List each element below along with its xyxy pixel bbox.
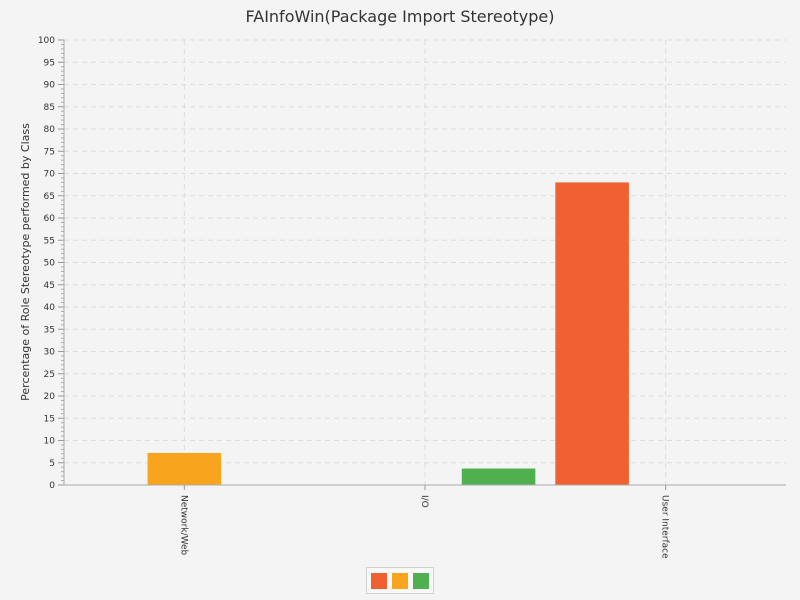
- y-tick-label: 45: [44, 281, 55, 291]
- y-tick-label: 75: [44, 147, 55, 157]
- y-tick-label: 20: [44, 392, 56, 402]
- chart-title: FAInfoWin(Package Import Stereotype): [245, 7, 555, 26]
- y-tick-label: 35: [44, 325, 55, 335]
- y-tick-label: 10: [44, 437, 56, 447]
- y-tick-label: 50: [44, 259, 56, 269]
- legend-swatch: [371, 572, 387, 589]
- y-tick-label: 5: [49, 459, 55, 469]
- bar: [555, 182, 629, 485]
- y-tick-label: 70: [44, 170, 56, 180]
- legend-swatch: [413, 572, 429, 589]
- y-tick-label: 25: [44, 370, 55, 380]
- legend: [366, 567, 434, 594]
- y-tick-label: 65: [44, 192, 55, 202]
- legend-swatch: [392, 572, 408, 589]
- y-tick-label: 30: [44, 348, 56, 358]
- x-tick-label: Network/Web: [178, 495, 188, 556]
- bars: [147, 182, 629, 485]
- y-tick-label: 90: [44, 81, 56, 91]
- bar: [147, 452, 222, 485]
- y-tick-label: 85: [44, 103, 55, 113]
- y-tick-label: 40: [44, 303, 56, 313]
- y-tick-label: 100: [38, 36, 55, 46]
- y-tick-label: 0: [49, 481, 55, 491]
- x-tick-label: I/O: [419, 495, 429, 508]
- grid-lines: [64, 39, 786, 485]
- y-axis-label: Percentage of Role Stereotype performed …: [19, 123, 32, 401]
- axes: 0 5 10 15 20 25 30 35 40 45 50 55 60 65 70 75 80 85 90 95 10…: [38, 36, 786, 559]
- y-tick-label: 15: [44, 414, 55, 424]
- y-tick-label: 95: [44, 58, 55, 68]
- bar: [461, 468, 536, 485]
- x-tick-label: User Interface: [660, 495, 670, 559]
- y-tick-label: 60: [44, 214, 56, 224]
- y-tick-label: 80: [44, 125, 56, 135]
- y-tick-label: 55: [44, 236, 55, 246]
